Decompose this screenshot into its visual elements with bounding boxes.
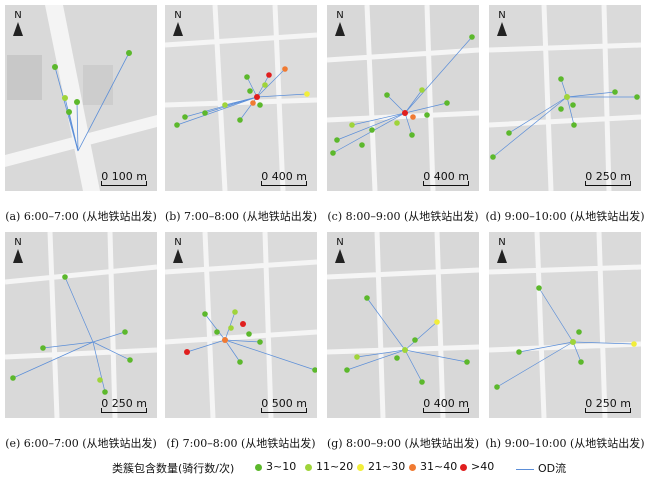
map-b	[165, 5, 317, 191]
map-c	[327, 5, 479, 191]
scale-bar: 0 400 m	[261, 171, 307, 186]
scale-bar: 0 400 m	[423, 398, 469, 413]
scale-bar: 0 250 m	[585, 171, 631, 186]
legend: 类簇包含数量(骑行数/次) 3~10 11~20 21~30 31~40 >40…	[0, 458, 650, 478]
north-arrow-icon: N	[11, 11, 25, 36]
legend-dot-11-20-icon	[305, 463, 312, 471]
scale-bar: 0 250 m	[585, 398, 631, 413]
scale-bar: 0 400 m	[423, 171, 469, 186]
map-panel-a: N 0 100 m	[5, 5, 157, 191]
north-arrow-icon: N	[171, 11, 185, 36]
map-panel-f: N 0 500 m	[165, 232, 317, 418]
map-d	[489, 5, 641, 191]
scale-bar: 0 250 m	[101, 398, 147, 413]
panel-caption-a: (a) 6:00–7:00 (从地铁站出发)	[5, 210, 157, 223]
map-panel-c: N 0 400 m	[327, 5, 479, 191]
north-arrow-icon: N	[11, 238, 25, 263]
panel-caption-c: (c) 8:00–9:00 (从地铁站出发)	[327, 210, 479, 223]
scale-bar: 0 100 m	[101, 171, 147, 186]
legend-item-21-30: 21~30	[357, 460, 405, 473]
panel-caption-d: (d) 9:00–10:00 (从地铁站出发)	[485, 210, 645, 223]
map-h	[489, 232, 641, 418]
panel-caption-b: (b) 7:00–8:00 (从地铁站出发)	[164, 210, 318, 223]
map-f	[165, 232, 317, 418]
legend-od-flow-line-icon	[516, 468, 534, 470]
legend-item-od-flow: OD流	[516, 460, 566, 476]
map-g	[327, 232, 479, 418]
north-arrow-icon: N	[495, 11, 509, 36]
map-panel-b: N 0 400 m	[165, 5, 317, 191]
panel-caption-g: (g) 8:00–9:00 (从地铁站出发)	[326, 437, 480, 450]
legend-item-31-40: 31~40	[409, 460, 457, 473]
panel-caption-h: (h) 9:00–10:00 (从地铁站出发)	[485, 437, 645, 450]
legend-dot-gt40-icon	[460, 463, 467, 471]
scale-bar: 0 500 m	[261, 398, 307, 413]
map-e	[5, 232, 157, 418]
legend-dot-3-10-icon	[255, 463, 262, 471]
legend-item-gt40: >40	[460, 460, 494, 473]
north-arrow-icon: N	[333, 11, 347, 36]
north-arrow-icon: N	[495, 238, 509, 263]
legend-item-3-10: 3~10	[255, 460, 296, 473]
map-panel-g: N 0 400 m	[327, 232, 479, 418]
map-panel-d: N 0 250 m	[489, 5, 641, 191]
map-a	[5, 5, 157, 191]
north-arrow-icon: N	[333, 238, 347, 263]
legend-dot-31-40-icon	[409, 463, 416, 471]
map-panel-e: N 0 250 m	[5, 232, 157, 418]
panel-caption-e: (e) 6:00–7:00 (从地铁站出发)	[5, 437, 157, 450]
legend-dot-21-30-icon	[357, 463, 364, 471]
legend-item-11-20: 11~20	[305, 460, 353, 473]
north-arrow-icon: N	[171, 238, 185, 263]
panel-caption-f: (f) 7:00–8:00 (从地铁站出发)	[166, 437, 316, 450]
legend-title: 类簇包含数量(骑行数/次)	[112, 462, 235, 475]
map-panel-h: N 0 250 m	[489, 232, 641, 418]
